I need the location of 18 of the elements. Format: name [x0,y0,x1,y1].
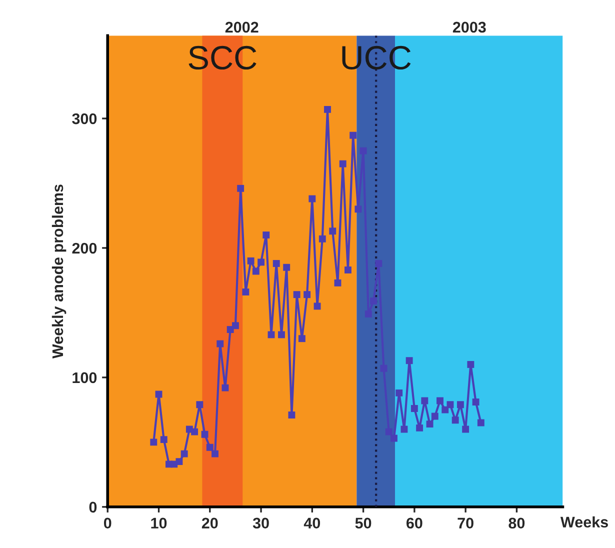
band-label: SCC [188,46,256,70]
x-axis-title: Weeks [560,516,608,528]
y-tick-label: 100 [72,372,97,384]
x-tick-label: 80 [508,518,525,529]
y-axis-title: Weekly anode problems [52,184,66,359]
text: 2003 [452,22,486,33]
x-tick-label: 20 [202,518,218,529]
x-tick-label: 50 [355,518,372,529]
x-tick-label: 30 [252,518,269,529]
x-tick-label: 70 [458,518,474,529]
x-tick-label: 0 [104,518,112,529]
x-tick-label: 40 [304,518,320,529]
y-tick-label: 200 [72,242,97,254]
y-tick-label: 300 [72,113,97,124]
x-tick-label: 10 [151,518,167,529]
y-tick-label: 0 [89,502,97,513]
x-tick-label: 60 [406,518,422,529]
text: 2002 [225,22,258,33]
